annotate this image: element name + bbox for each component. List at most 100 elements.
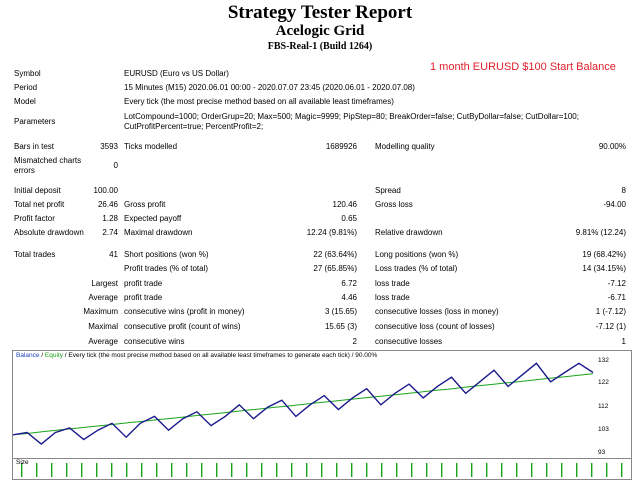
avg-wins-label: consecutive wins — [124, 337, 185, 346]
maxl-profit-value: 15.65 (3) — [324, 322, 357, 331]
max-losses-label: consecutive losses (loss in money) — [375, 307, 499, 316]
ticks-value: 1689926 — [325, 142, 357, 151]
max-wins-label: consecutive wins (profit in money) — [124, 307, 245, 316]
y-tick-label: 122 — [598, 379, 609, 386]
parameters-label: Parameters — [14, 117, 56, 126]
size-bar — [141, 463, 143, 477]
average-profit-value: 4.46 — [341, 293, 357, 302]
short-label: Short positions (won %) — [124, 250, 209, 259]
deposit-label: Initial deposit — [14, 186, 61, 195]
size-bar — [576, 463, 578, 477]
size-bar — [306, 463, 308, 477]
grossprofit-label: Gross profit — [124, 200, 166, 209]
grossprofit-value: 120.46 — [332, 200, 357, 209]
largest-loss-value: -7.12 — [607, 279, 626, 288]
size-bar — [546, 463, 548, 477]
payoff-label: Expected payoff — [124, 214, 182, 223]
netprofit-label: Total net profit — [14, 200, 65, 209]
maxl-profit-label: consecutive profit (count of wins) — [124, 322, 241, 331]
chart-caption: Balance / Equity / Every tick (the most … — [16, 352, 377, 359]
y-tick-label: 93 — [598, 449, 606, 456]
size-bar — [366, 463, 368, 477]
spread-value: 8 — [621, 186, 626, 195]
trades-label: Total trades — [14, 250, 56, 259]
maxdd-label: Maximal drawdown — [124, 228, 193, 237]
reldd-value: 9.81% (12.24) — [575, 228, 626, 237]
size-bar — [111, 463, 113, 477]
size-bar — [561, 463, 563, 477]
period-label: Period — [14, 83, 38, 92]
size-bar — [516, 463, 518, 477]
caption-equity: Equity — [44, 352, 63, 359]
size-bar — [156, 463, 158, 477]
size-bar — [411, 463, 413, 477]
trades-value: 41 — [109, 250, 118, 259]
caption-rest: / Every tick (the most precise method ba… — [63, 352, 378, 359]
size-bar — [441, 463, 443, 477]
avg-losses-value: 1 — [621, 337, 626, 346]
size-bar — [21, 463, 23, 477]
bars-value: 3593 — [100, 142, 118, 151]
model-label: Model — [14, 97, 36, 106]
quality-label: Modelling quality — [375, 142, 435, 151]
mismatch-label-2: errors — [14, 166, 35, 175]
grossloss-label: Gross loss — [375, 200, 413, 209]
symbol-label: Symbol — [14, 69, 41, 78]
mismatch-label: Mismatched charts — [14, 156, 82, 165]
strategy-name: Acelogic Grid — [275, 23, 365, 39]
reldd-label: Relative drawdown — [375, 228, 443, 237]
server-build: FBS-Real-1 (Build 1264) — [267, 41, 373, 52]
size-strip — [12, 458, 632, 480]
max-losses-value: 1 (-7.12) — [595, 307, 626, 316]
y-tick-label: 103 — [598, 426, 609, 433]
ticks-label: Ticks modelled — [124, 142, 178, 151]
maximal-label: Maximal — [88, 322, 118, 331]
size-bar — [621, 463, 623, 477]
largest-profit-value: 6.72 — [341, 279, 357, 288]
caption-sep: / — [39, 352, 45, 359]
avg-losses-label: consecutive losses — [375, 337, 443, 346]
mismatch-value: 0 — [113, 161, 118, 170]
maximum-label: Maximum — [83, 307, 118, 316]
profitfactor-label: Profit factor — [14, 214, 55, 223]
size-bar — [171, 463, 173, 477]
size-bar — [276, 463, 278, 477]
spread-label: Spread — [375, 186, 401, 195]
average-loss-value: -6.71 — [607, 293, 626, 302]
quality-value: 90.00% — [598, 142, 626, 151]
maxl-loss-label: consecutive loss (count of losses) — [375, 322, 495, 331]
payoff-value: 0.65 — [341, 214, 357, 223]
size-bars — [21, 463, 623, 477]
size-bar — [486, 463, 488, 477]
size-bar — [96, 463, 98, 477]
annotation-note: 1 month EURUSD $100 Start Balance — [430, 61, 616, 73]
size-label: Size — [16, 459, 29, 466]
size-bar — [36, 463, 38, 477]
size-bar — [501, 463, 503, 477]
maxl-loss-value: -7.12 (1) — [595, 322, 626, 331]
size-bar — [186, 463, 188, 477]
largest-label: Largest — [91, 279, 118, 288]
size-bar — [216, 463, 218, 477]
size-bar — [126, 463, 128, 477]
size-bar — [336, 463, 338, 477]
average-loss-label: loss trade — [375, 293, 410, 302]
size-bar — [201, 463, 203, 477]
size-bar — [81, 463, 83, 477]
y-tick-label: 112 — [598, 403, 609, 410]
model-value: Every tick (the most precise method base… — [124, 97, 394, 106]
balance-equity-plot — [12, 362, 594, 446]
parameters-line-2: CutProfitPercent=true; PercentProfit=2; — [124, 122, 264, 131]
absdd-value: 2.74 — [102, 228, 118, 237]
symbol-value: EURUSD (Euro vs US Dollar) — [124, 69, 229, 78]
size-bar — [246, 463, 248, 477]
average-profit-label: profit trade — [124, 293, 163, 302]
size-bar — [51, 463, 53, 477]
avg-cons-label: Average — [88, 337, 118, 346]
profitfactor-value: 1.28 — [102, 214, 118, 223]
size-bar — [321, 463, 323, 477]
size-bar — [381, 463, 383, 477]
loss-trades-label: Loss trades (% of total) — [375, 264, 458, 273]
max-wins-value: 3 (15.65) — [324, 307, 357, 316]
size-bar — [456, 463, 458, 477]
